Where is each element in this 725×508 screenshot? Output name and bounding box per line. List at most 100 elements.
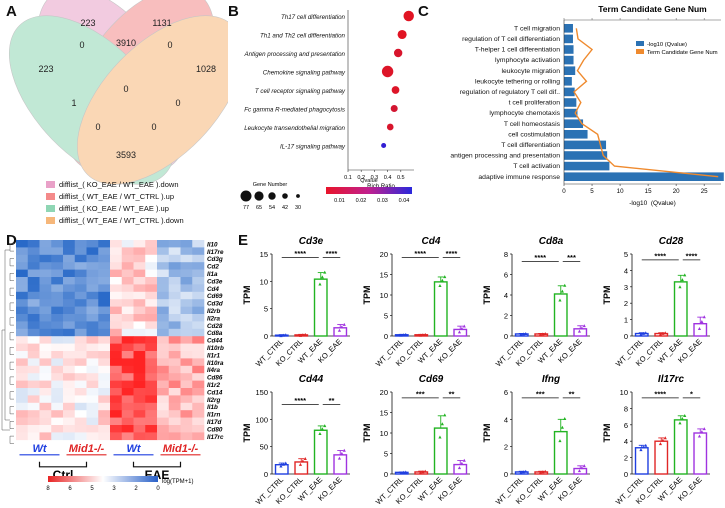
heatmap-cell: [180, 402, 193, 411]
heatmap-cell: [27, 321, 40, 330]
heatmap-cell: [110, 351, 123, 359]
heatmap-cell: [157, 277, 170, 285]
heatmap-cell: [121, 240, 134, 248]
heatmap-cell: [121, 284, 134, 293]
heatmap-cell: [16, 328, 29, 337]
venn-legend-item: difflist_( KO_EAE / WT_EAE ).down: [46, 180, 179, 189]
heatmap-cell: [168, 417, 181, 426]
term-legend-swatch-bar: [636, 41, 644, 46]
term-category-label: T cell homeostasis: [504, 121, 561, 128]
heatmap-cell: [121, 395, 134, 404]
heatmap-cell: [110, 284, 123, 293]
heatmap-cell: [180, 299, 193, 307]
tpm-point: [443, 275, 447, 279]
heatmap-cell: [39, 240, 52, 248]
heatmap-cell: [27, 314, 40, 322]
heatmap-cell: [86, 380, 99, 389]
tpm-point: [303, 332, 307, 336]
heatmap-cell: [157, 373, 170, 381]
bubble-size-legend-dot: [254, 191, 264, 201]
heatmap-cell: [16, 380, 29, 389]
heatmap-cell: [39, 358, 52, 367]
heatmap-cell: [51, 328, 64, 337]
tpm-point: [301, 333, 305, 337]
heatmap-cell: [145, 240, 158, 248]
term-x-tick-label: 15: [645, 188, 652, 195]
heatmap-scale-tick: 2: [134, 486, 138, 492]
heatmap-subgroup-mid1-eae: Mid1-/-: [163, 443, 199, 455]
tpm-y-tick-label: 10: [620, 388, 628, 397]
heatmap-cell: [192, 410, 205, 418]
heatmap-cell: [180, 262, 193, 270]
heatmap-cell: [63, 247, 76, 256]
heatmap-cell: [133, 247, 146, 256]
heatmap-cell: [74, 417, 87, 426]
heatmap-cell: [192, 432, 205, 441]
heatmap-cell: [168, 247, 181, 256]
heatmap-cell: [192, 277, 205, 285]
heatmap-cell: [180, 388, 193, 396]
tpm-point: [421, 333, 425, 337]
tpm-y-tick-label: 50: [260, 443, 268, 452]
tpm-point: [702, 315, 706, 319]
heatmap-scale-bar: [48, 476, 158, 482]
heatmap-cell: [74, 373, 87, 381]
heatmap-row-label: Il2rb: [207, 308, 220, 315]
heatmap-cell: [86, 240, 99, 248]
heatmap-cell: [39, 417, 52, 426]
tpm-point: [279, 334, 283, 338]
heatmap-cell: [86, 284, 99, 293]
heatmap-row-label: Il10: [207, 241, 218, 248]
heatmap-cell: [27, 351, 40, 359]
panel-label-a: A: [6, 3, 17, 20]
bubble-size-legend-dot: [240, 190, 252, 202]
heatmap-cell: [133, 314, 146, 322]
tpm-y-tick-label: 8: [504, 250, 508, 259]
tpm-point: [519, 332, 523, 336]
heatmap-cell: [168, 373, 181, 381]
heatmap-cell: [74, 254, 87, 263]
tpm-point: [538, 332, 543, 336]
tpm-y-tick-label: 0: [504, 332, 508, 341]
tpm-point: [524, 469, 528, 473]
heatmap-cell: [157, 262, 170, 270]
tpm-point: [521, 332, 525, 336]
tpm-y-tick-label: 10: [260, 277, 268, 286]
heatmap-row-label: Cd69: [207, 293, 223, 300]
heatmap-cell: [74, 299, 87, 307]
heatmap-cell: [157, 247, 170, 256]
heatmap-cell: [74, 336, 87, 344]
bubble-category-label: Th1 and Th2 cell differentiation: [260, 33, 346, 40]
heatmap-cell: [98, 380, 111, 389]
tpm-point: [697, 327, 702, 331]
heatmap-cell: [51, 269, 64, 278]
heatmap-cell: [110, 299, 123, 307]
heatmap-cell: [110, 358, 123, 367]
heatmap-cell: [63, 432, 76, 441]
heatmap-cell: [98, 262, 111, 270]
heatmap-cell: [168, 306, 181, 315]
heatmap-cell: [16, 277, 29, 285]
heatmap-cell: [98, 336, 111, 344]
heatmap-cell: [16, 262, 29, 270]
heatmap-cell: [74, 358, 87, 367]
term-category-label: T cell activation: [513, 163, 560, 170]
heatmap-cell: [157, 388, 170, 396]
heatmap-cell: [16, 343, 29, 352]
tpm-bar-plots: Cd3eTPM051015WT_CTRLKO_CTRLWT_EAEKO_EAE*…: [242, 236, 710, 506]
heatmap-cell: [98, 321, 111, 330]
heatmap-cell: [121, 365, 134, 374]
tpm-y-tick-label: 6: [624, 421, 628, 430]
tpm-y-tick-label: 5: [384, 450, 388, 459]
tpm-y-tick-label: 0: [384, 470, 388, 479]
venn-legend-swatch: [46, 217, 55, 224]
heatmap-cell: [157, 432, 170, 441]
heatmap-cell: [121, 336, 134, 344]
heatmap-cell: [168, 262, 181, 270]
heatmap-cell: [168, 432, 181, 441]
bubble-size-legend-dot: [296, 194, 300, 198]
tpm-y-label: TPM: [362, 286, 372, 305]
heatmap-cell: [157, 425, 170, 433]
heatmap-cell: [145, 373, 158, 381]
heatmap-cell: [74, 402, 87, 411]
